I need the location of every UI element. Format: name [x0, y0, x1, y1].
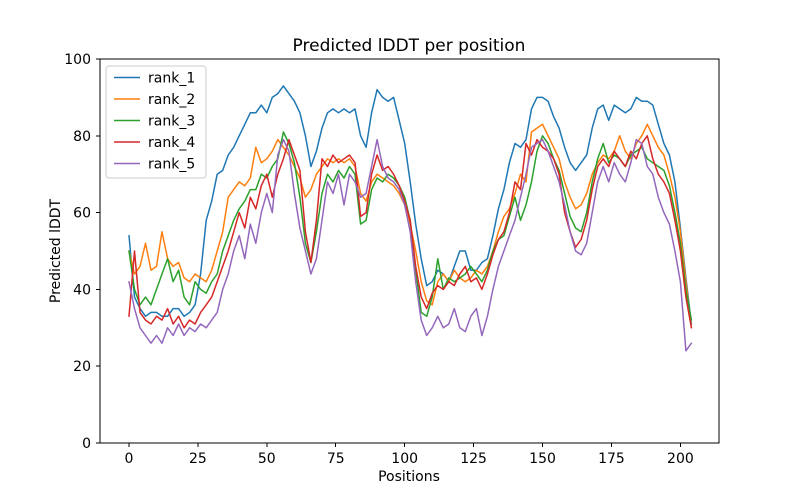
- y-axis-label: Predicted lDDT: [48, 198, 64, 303]
- x-tick-label: 25: [189, 451, 207, 467]
- x-tick-label: 50: [258, 451, 276, 467]
- chart-title: Predicted lDDT per position: [293, 36, 526, 56]
- y-tick-label: 40: [73, 282, 91, 298]
- y-axis-ticks: 0 20 40 60 80 100: [64, 52, 100, 452]
- legend-label-rank_1: rank_1: [148, 71, 195, 87]
- series-line-rank_4: [128, 135, 693, 329]
- y-tick-label: 80: [73, 129, 91, 145]
- y-tick-label: 0: [82, 436, 91, 452]
- x-tick-label: 200: [667, 451, 694, 467]
- legend: rank_1 rank_2 rank_3 rank_4 rank_5: [105, 65, 207, 179]
- series-line-rank_5: [128, 138, 693, 352]
- y-tick-label: 100: [64, 52, 91, 68]
- x-tick-label: 125: [460, 451, 487, 467]
- x-tick-label: 0: [124, 451, 133, 467]
- legend-label-rank_4: rank_4: [148, 135, 195, 151]
- y-tick-label: 20: [73, 359, 91, 375]
- x-axis-label: Positions: [378, 469, 440, 485]
- series-lines: [128, 85, 693, 352]
- legend-label-rank_5: rank_5: [148, 157, 195, 173]
- x-tick-label: 75: [327, 451, 345, 467]
- x-tick-label: 100: [391, 451, 418, 467]
- legend-label-rank_3: rank_3: [148, 114, 195, 130]
- series-line-rank_1: [128, 85, 693, 325]
- x-tick-label: 150: [529, 451, 556, 467]
- x-tick-label: 175: [598, 451, 625, 467]
- y-tick-label: 60: [73, 206, 91, 222]
- legend-label-rank_2: rank_2: [148, 92, 195, 108]
- x-axis-ticks: 0 25 50 75 100 125 150 175 200: [124, 443, 694, 467]
- plot-area-border: [99, 58, 720, 444]
- legend-box: [105, 65, 207, 179]
